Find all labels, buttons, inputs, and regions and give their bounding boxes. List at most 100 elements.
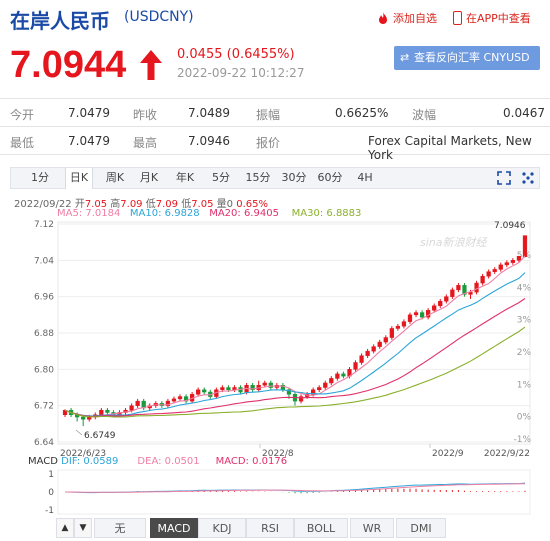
- tab-indicator-wr[interactable]: WR: [350, 518, 394, 538]
- kline-low-label: 低: [145, 199, 156, 210]
- candle-body: [438, 300, 443, 307]
- price-tick-label: 6.88: [34, 329, 54, 339]
- kline-chart[interactable]: 7.127.046.966.886.806.726.645%4%3%2%1%0%…: [0, 218, 550, 518]
- view-in-app-label: 在APP中查看: [466, 12, 531, 25]
- candle-body: [286, 389, 292, 395]
- kline-low: 7.09: [155, 199, 178, 210]
- ma5-value: MA5: 7.0184: [57, 208, 121, 219]
- macd-tick-label: -1: [45, 506, 54, 516]
- high-label: 最高: [133, 136, 158, 150]
- kline-vol: 0: [226, 199, 234, 210]
- tab-period-5[interactable]: 5分: [212, 171, 230, 184]
- amplitude-label: 振幅: [256, 108, 281, 122]
- candle-body: [250, 384, 255, 391]
- candle-body: [232, 387, 237, 391]
- candle-body: [165, 400, 171, 406]
- candle-body: [105, 409, 110, 413]
- x-tick-label: 2022/9/22: [484, 449, 530, 459]
- dea-value: DEA: 0.0501: [137, 456, 200, 467]
- price-tick-label: 7.12: [34, 220, 54, 230]
- candle-body: [480, 275, 485, 284]
- arrow-up-icon: [140, 50, 162, 80]
- candle-body: [389, 328, 394, 338]
- tab-indicator-rsi[interactable]: RSI: [246, 518, 294, 538]
- indicator-tabs: 无 MACD KDJ RSI BOLL WR DMI: [58, 518, 538, 538]
- macd-title: MACD: [28, 456, 58, 467]
- kline-info: 2022/09/22 开7.05 高7.09 低7.09 低7.05 量0 0.…: [14, 195, 268, 210]
- tab-indicator-boll[interactable]: BOLL: [294, 518, 348, 538]
- low-value: 7.0479: [68, 134, 110, 148]
- settings-icon[interactable]: [521, 171, 535, 185]
- reverse-rate-button[interactable]: ⇄ 查看反向汇率 CNYUSD: [394, 46, 540, 70]
- candle-body: [492, 269, 497, 272]
- add-watchlist-button[interactable]: 添加自选: [376, 10, 437, 26]
- candle-body: [177, 396, 183, 400]
- candle-body: [504, 262, 509, 266]
- prev-close-label: 昨收: [133, 108, 158, 122]
- min-price-label: 6.6749: [84, 431, 116, 441]
- add-watchlist-label: 添加自选: [393, 12, 437, 25]
- pct-tick-label: 3%: [517, 316, 532, 326]
- macd-value: MACD: 0.0176: [215, 456, 288, 467]
- candle-body: [353, 362, 358, 370]
- current-price: 7.0944: [10, 44, 127, 86]
- candle-body: [444, 296, 449, 302]
- macd-info: MACD DIF: 0.0589 DEA: 0.0501 MACD: 0.017…: [28, 456, 287, 467]
- price-change: 0.0455 (0.6455%): [177, 47, 295, 62]
- candle-body: [220, 387, 225, 391]
- phone-icon: [453, 11, 462, 25]
- tab-period-0[interactable]: 1分: [31, 171, 49, 184]
- pct-tick-label: 0%: [517, 413, 532, 423]
- tab-indicator-dmi[interactable]: DMI: [396, 518, 446, 538]
- candle-body: [516, 256, 522, 261]
- ma20-value: MA20: 6.9405: [209, 208, 279, 219]
- candle-body: [377, 341, 382, 347]
- tab-period-1[interactable]: 日K: [65, 168, 93, 189]
- tab-period-7[interactable]: 30分: [281, 171, 307, 184]
- macd-tick-label: 0: [48, 488, 54, 498]
- candle-body: [268, 382, 273, 388]
- kline-high-label: 高: [110, 199, 121, 210]
- tab-period-8[interactable]: 60分: [317, 171, 343, 184]
- kline-date: 2022/09/22: [14, 199, 72, 210]
- period-tabs: 1分 日K 周K 月K 年K 5分 15分 30分 60分 4H: [10, 167, 540, 189]
- ma10-value: MA10: 6.9828: [129, 208, 200, 219]
- kline-vol-label: 量: [216, 199, 227, 210]
- candle-body: [407, 314, 413, 322]
- candle-body: [486, 271, 491, 277]
- candle-body: [456, 285, 461, 291]
- fullscreen-icon[interactable]: [497, 171, 511, 185]
- candle-body: [413, 312, 419, 316]
- wave-value: 0.0467: [503, 106, 545, 120]
- low-label: 最低: [10, 136, 35, 150]
- candle-body: [510, 260, 515, 263]
- candle-body: [335, 373, 340, 379]
- tab-period-2[interactable]: 周K: [105, 171, 125, 184]
- candle-body: [317, 387, 322, 391]
- tab-period-4[interactable]: 年K: [175, 171, 195, 184]
- candle-body: [298, 396, 304, 402]
- candle-body: [401, 321, 407, 327]
- tab-indicator-无[interactable]: 无: [94, 518, 146, 538]
- view-in-app-button[interactable]: 在APP中查看: [453, 10, 531, 26]
- kline-close: 7.05: [191, 199, 214, 210]
- candle-body: [383, 337, 388, 343]
- ma-info: MA5: 7.0184 MA10: 6.9828 MA20: 6.9405 MA…: [57, 208, 361, 219]
- stats-row: 今开 7.0479 昨收 7.0489 振幅 0.6625% 波幅 0.0467: [0, 99, 550, 127]
- tab-period-3[interactable]: 月K: [139, 171, 159, 184]
- tab-indicator-macd[interactable]: MACD: [150, 518, 198, 538]
- tab-period-6[interactable]: 15分: [245, 171, 271, 184]
- candle-body: [371, 346, 376, 352]
- candle-body: [450, 289, 455, 297]
- page-title: 在岸人民币: [10, 9, 110, 33]
- scroll-up-button[interactable]: ▲: [56, 518, 74, 538]
- x-tick-label: 2022/8: [262, 449, 294, 459]
- tab-period-9[interactable]: 4H: [357, 171, 373, 184]
- candle-body: [226, 387, 231, 391]
- candle-body: [395, 325, 401, 329]
- tab-indicator-kdj[interactable]: KDJ: [198, 518, 246, 538]
- price-tick-label: 6.64: [34, 438, 54, 448]
- kline-open-label: 开: [74, 199, 85, 210]
- scroll-down-button[interactable]: ▼: [74, 518, 92, 538]
- pct-tick-label: 1%: [517, 380, 532, 390]
